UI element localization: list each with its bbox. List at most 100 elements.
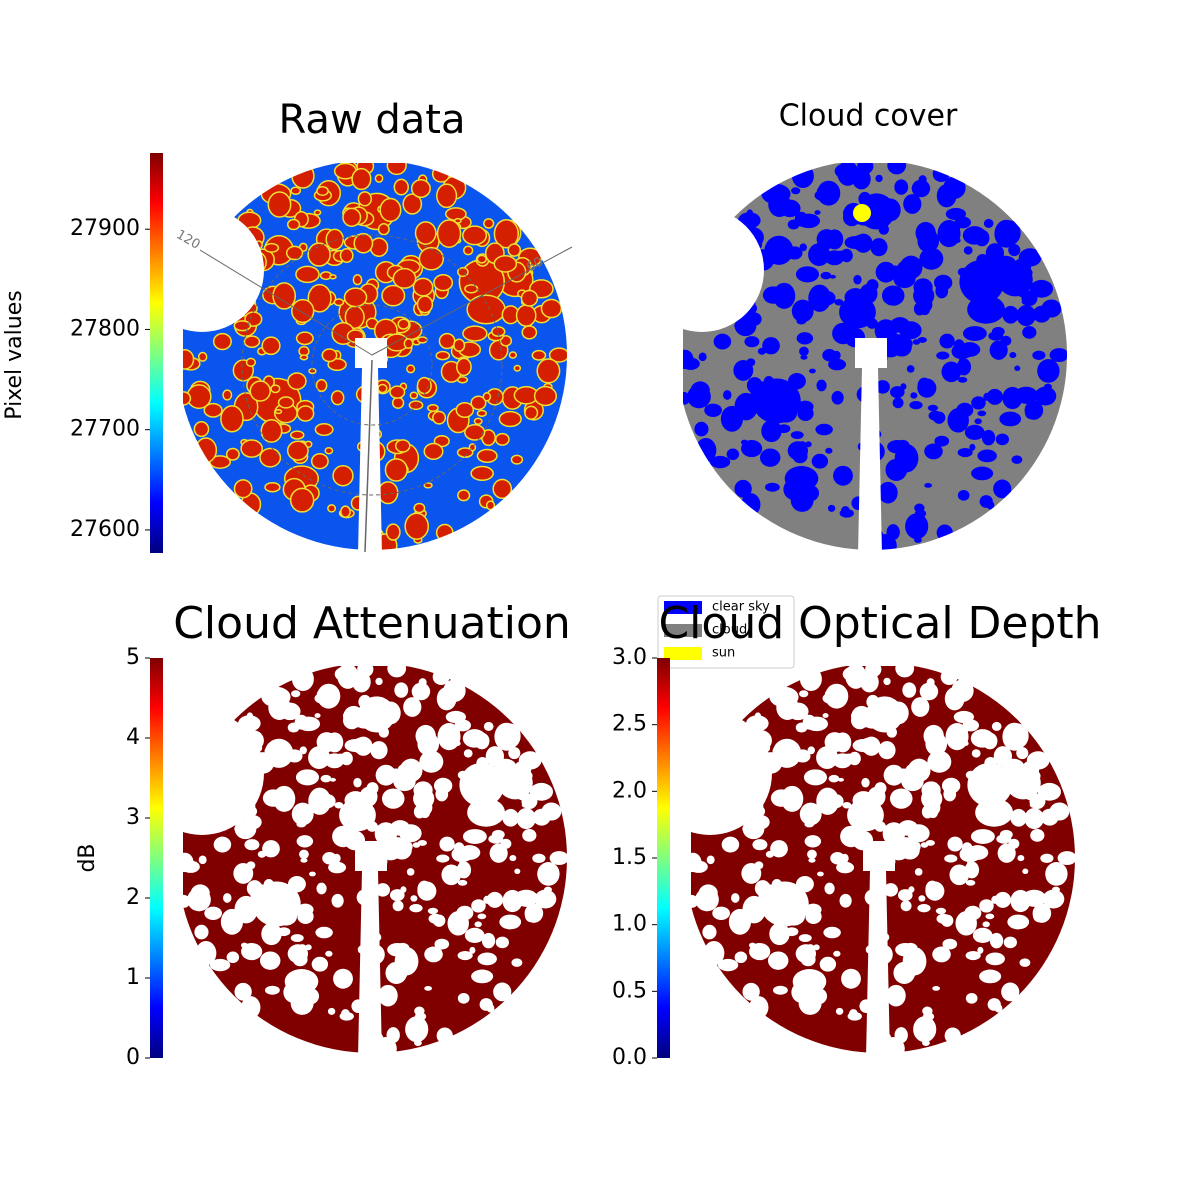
- legend-label: clear sky: [712, 600, 770, 615]
- cloud-patch: [477, 952, 497, 966]
- cloud-patch: [424, 985, 433, 991]
- cloud-patch: [322, 851, 337, 865]
- cloud-patch: [809, 368, 816, 374]
- cloud-patch: [395, 942, 410, 955]
- cloud-patch: [296, 405, 315, 422]
- cloud-patch: [194, 924, 209, 940]
- colorbar-tick-label: 1.0: [612, 912, 647, 937]
- cloud-patch: [286, 440, 309, 461]
- sky-image: [676, 156, 1069, 558]
- cloud-patch: [901, 771, 924, 792]
- cloud-patch: [454, 721, 462, 726]
- cloud-patch: [419, 750, 444, 773]
- mast-pole: [866, 871, 890, 1058]
- cloud-patch: [981, 429, 996, 446]
- cloud-patch: [721, 836, 740, 853]
- cloud-patch: [390, 889, 405, 902]
- cloud-patch: [994, 255, 1017, 272]
- cloud-patch: [198, 855, 207, 865]
- cloud-patch: [1032, 909, 1046, 923]
- cloud-patch: [243, 335, 261, 349]
- cloud-patch: [860, 671, 879, 693]
- cloud-patch: [462, 325, 488, 342]
- cloud-patch: [381, 284, 406, 307]
- cloud-patch: [1000, 335, 1012, 346]
- cloud-patch: [972, 927, 993, 944]
- cloud-patch: [904, 338, 913, 349]
- cloud-patch: [328, 861, 347, 874]
- cloud-patch: [339, 247, 354, 263]
- cloud-patch: [886, 726, 898, 738]
- cloud-patch: [749, 767, 756, 774]
- colorbar-tick-label: 4: [126, 725, 140, 750]
- cloud-patch: [932, 985, 941, 991]
- cloud-patch: [684, 852, 702, 873]
- cloud-patch: [411, 682, 431, 701]
- colorbar-tick-label: 27600: [70, 517, 140, 542]
- cloud-patch: [834, 298, 844, 306]
- colorbar-tick-label: 5: [126, 645, 140, 670]
- cloud-patch: [521, 325, 538, 340]
- cloud-patch: [919, 682, 939, 701]
- cloud-patch: [463, 749, 473, 758]
- cloud-patch: [754, 861, 764, 870]
- cloud-patch: [272, 282, 297, 310]
- cloud-patch: [765, 482, 780, 492]
- cloud-patch: [890, 386, 905, 399]
- cloud-patch: [436, 854, 450, 863]
- cloud-patch: [285, 245, 304, 261]
- cloud-patch: [778, 397, 794, 408]
- cloud-patch: [471, 969, 494, 984]
- cloud-patch: [716, 766, 734, 786]
- cloud-patch: [850, 711, 869, 730]
- cloud-patch: [187, 287, 212, 316]
- cloud-patch: [894, 1027, 908, 1044]
- cloud-patch: [433, 274, 454, 292]
- cloud-patch: [1014, 365, 1021, 372]
- polar-grid: [241, 234, 503, 496]
- cloud-patch: [273, 785, 296, 812]
- cloud-patch: [299, 849, 309, 859]
- cloud-patch: [886, 524, 900, 541]
- cloud-patch: [290, 430, 305, 440]
- cloud-patch: [880, 198, 901, 222]
- cloud-patch: [750, 770, 770, 791]
- cloud-patch: [470, 465, 494, 482]
- cloud-patch: [286, 749, 303, 763]
- cloud-patch: [816, 186, 829, 196]
- cloud-patch: [695, 437, 717, 463]
- cloud-patch: [494, 722, 519, 751]
- cloud-patch: [741, 493, 761, 516]
- cloud-patch: [967, 762, 1013, 807]
- colorbar-tick-label: 0.5: [612, 978, 647, 1003]
- cloud-patch: [265, 985, 280, 995]
- cloud-patch: [485, 500, 496, 511]
- cloud-patch: [775, 409, 782, 414]
- cloud-patch: [754, 754, 775, 776]
- cloud-patch: [986, 501, 995, 510]
- cloud-patch: [233, 479, 253, 499]
- cloud-patch: [326, 732, 344, 753]
- cloud-patch: [513, 364, 522, 372]
- cloud-patch: [702, 924, 717, 940]
- cloud-patch: [297, 908, 314, 924]
- cloud-patch: [974, 418, 982, 425]
- cloud-patch: [327, 504, 337, 513]
- cloud-patch: [516, 807, 536, 830]
- cloud-patch: [698, 352, 707, 362]
- cloud-patch: [947, 836, 963, 852]
- cloud-patch: [540, 298, 563, 319]
- cloud-patch: [1057, 851, 1077, 865]
- cloud-patch: [533, 385, 558, 407]
- cloud-patch: [414, 221, 437, 245]
- cloud-patch: [977, 255, 987, 263]
- cloud-patch: [787, 219, 800, 230]
- cloud-patch: [925, 799, 941, 816]
- cloud-patch: [295, 265, 320, 284]
- cloud-patch: [477, 913, 487, 920]
- cloud-patch: [307, 242, 331, 267]
- cloud-patch: [902, 682, 917, 698]
- mast: [855, 338, 887, 368]
- cloud-patch: [791, 299, 814, 323]
- cloud-patch: [222, 389, 233, 401]
